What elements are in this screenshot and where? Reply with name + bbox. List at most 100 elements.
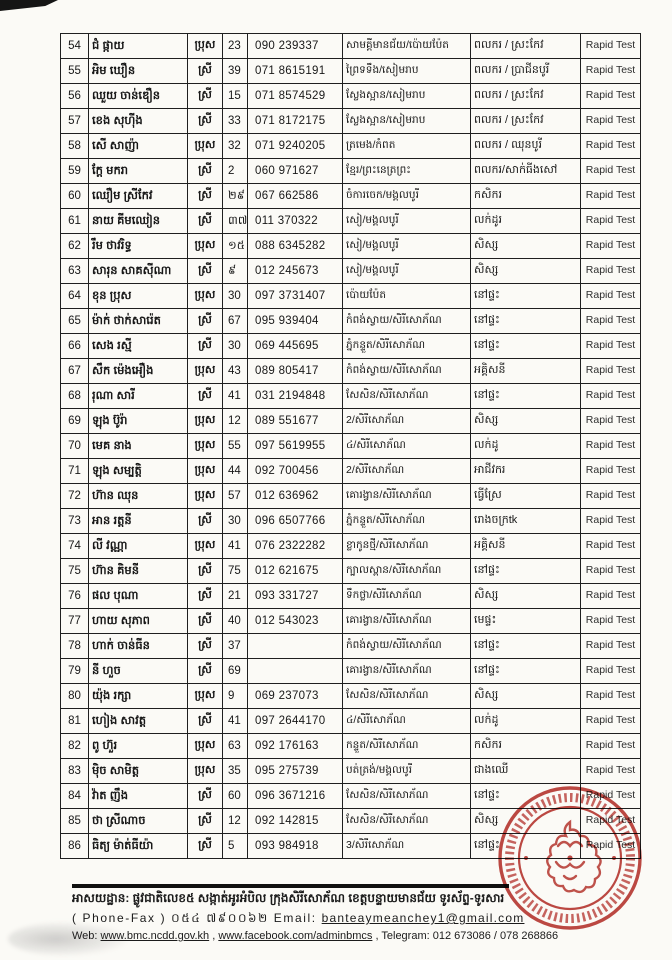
age-cell: 44 [222,458,248,484]
table-row: 86 ធិត្យ ម៉ាត់ធីយ៉ា ស្រី 5 093 984918 3/… [60,833,641,859]
rapid-test-cell: Rapid Test [580,658,641,684]
row-number-cell: 69 [60,408,89,434]
rapid-test-cell: Rapid Test [580,508,641,534]
phone-cell: 089 805417 [247,358,343,384]
rapid-test-cell: Rapid Test [580,358,641,384]
rapid-test-cell: Rapid Test [580,608,641,634]
scan-corner-artifact [0,0,58,11]
occupation-cell: សិស្ស [470,683,581,709]
table-row: 70 មេគ នាង ប្រុស 55 097 5619955 ៤/សិរីសោ… [60,433,641,459]
phone-cell [247,658,343,684]
occupation-cell: សិស្ស [470,583,581,609]
row-number-cell: 81 [60,708,89,734]
gender-cell: ស្រី [187,833,223,859]
name-cell: ហាយ សុភាព [88,608,188,634]
phone-cell: 012 621675 [247,558,343,584]
occupation-cell: ពលករ / ឈុនបូរី [470,133,581,159]
address-cell: សាមគ្គីមានជ័យ/ប៉ោយប៉ែត [342,33,471,59]
age-cell: 2 [222,158,248,184]
rapid-test-cell: Rapid Test [580,783,641,809]
age-cell: 63 [222,733,248,759]
table-row: 58 សើ សាញ៉ា ប្រុស 32 071 9240205 ត្រមេង/… [60,133,641,159]
table-row: 73 អាន រត្តនី ស្រី 30 096 6507766 ភ្នំកន… [60,508,641,534]
name-cell: ខុន ប្រុស [88,283,188,309]
row-number-cell: 84 [60,783,89,809]
occupation-cell: ជាងឈើ [470,758,581,784]
gender-cell: ស្រី [187,783,223,809]
row-number-cell: 66 [60,333,89,359]
rapid-test-cell: Rapid Test [580,483,641,509]
occupation-cell: ពលករ/សាក់ធីងសៅ [470,158,581,184]
phone-cell: 088 6345282 [247,233,343,259]
table-row: 72 ហ៊ាន ឈុន ប្រុស 57 012 636962 គោរង្វាន… [60,483,641,509]
table-row: 83 ម៉ិច សាមិត្ត ប្រុស 35 095 275739 បត់ត… [60,758,641,784]
name-cell: ជំ ផ្កាយ [88,33,188,59]
address-cell: សៀ/មង្គលបូរី [342,258,471,284]
occupation-cell: ពលករ / ប្រាជីនបូរី [470,58,581,84]
address-cell: ស្លែងស្អាន/សៀមរាប [342,83,471,109]
phone-cell: 012 245673 [247,258,343,284]
gender-cell: ស្រី [187,708,223,734]
name-cell: មេគ នាង [88,433,188,459]
row-number-cell: 60 [60,183,89,209]
phone-cell: 092 176163 [247,733,343,759]
address-cell: កំពង់ស្វាយ/សិរីសោភ័ណ [342,308,471,334]
gender-cell: ស្រី [187,308,223,334]
row-number-cell: 57 [60,108,89,134]
phone-cell: 097 2644170 [247,708,343,734]
table-row: 74 លី វណ្ណា ប្រុស 41 076 2322282 ខ្លាកូន… [60,533,641,559]
age-cell: 5 [222,833,248,859]
telegram-label: , Telegram: [372,930,433,942]
phone-cell: 092 142815 [247,808,343,834]
gender-cell: ស្រី [187,108,223,134]
phone-cell: 095 939404 [247,308,343,334]
rapid-test-cell: Rapid Test [580,833,641,859]
name-cell: ម៉ាក់ ថាក់សារ៉េត [88,308,188,334]
name-cell: ឈួយ ចាន់ឌឿន [88,83,188,109]
address-cell: ចំការចេក/មង្គលបូរី [342,183,471,209]
age-cell: 35 [222,758,248,784]
name-cell: វ៉ាត ញឹង [88,783,188,809]
occupation-cell: មេផ្ទះ [470,608,581,634]
phone-cell: 069 445695 [247,333,343,359]
address-cell: 2/សិរីសោភ័ណ [342,458,471,484]
occupation-cell: លក់ដូ [470,708,581,734]
footer-address-line: អាសយដ្ឋាន: ផ្លូវជាតិលេខ៥ សង្កាត់អូរអំបិល… [72,891,505,905]
rapid-test-cell: Rapid Test [580,458,641,484]
row-number-cell: 80 [60,683,89,709]
rapid-test-cell: Rapid Test [580,708,641,734]
address-cell: គោរង្វាន/សិរីសោភ័ណ [342,658,471,684]
gender-cell: ប្រុស [187,533,223,559]
phone-cell: 096 3671216 [247,783,343,809]
table-row: 85 ថា ស្រីណាច ស្រី 12 092 142815 សែសិន/ស… [60,808,641,834]
occupation-cell: លក់ដូរ [470,208,581,234]
age-cell: 55 [222,433,248,459]
table-row: 54 ជំ ផ្កាយ ប្រុស 23 090 239337 សាមគ្គីម… [60,33,641,59]
age-cell: ៩ [222,258,248,284]
address-cell: ស្លែងស្អាន/សៀមរាប [342,108,471,134]
rapid-test-cell: Rapid Test [580,258,641,284]
name-cell: សើ សាញ៉ា [88,133,188,159]
table-row: 57 ខេង សុហ៊ីង ស្រី 33 071 8172175 ស្លែងស… [60,108,641,134]
age-cell: 23 [222,33,248,59]
address-cell: សែសិន/សិរីសោភ័ណ [342,383,471,409]
phone-cell: 011 370322 [247,208,343,234]
table-row: 67 សឹក ម៉េងអឿង ប្រុស 43 089 805417 កំពង់… [60,358,641,384]
age-cell: 30 [222,333,248,359]
row-number-cell: 54 [60,33,89,59]
gender-cell: ស្រី [187,583,223,609]
name-cell: សេង រស្មី [88,333,188,359]
rapid-test-cell: Rapid Test [580,158,641,184]
rapid-test-cell: Rapid Test [580,58,641,84]
gender-cell: ប្រុស [187,458,223,484]
phone-cell: 092 700456 [247,458,343,484]
gender-cell: ស្រី [187,808,223,834]
name-cell: នាយ គីមឈៀន [88,208,188,234]
age-cell: 9 [222,683,248,709]
row-number-cell: 74 [60,533,89,559]
occupation-cell: រោងចក្រtk [470,508,581,534]
row-number-cell: 71 [60,458,89,484]
age-cell: 75 [222,558,248,584]
rapid-test-cell: Rapid Test [580,558,641,584]
age-cell: 43 [222,358,248,384]
